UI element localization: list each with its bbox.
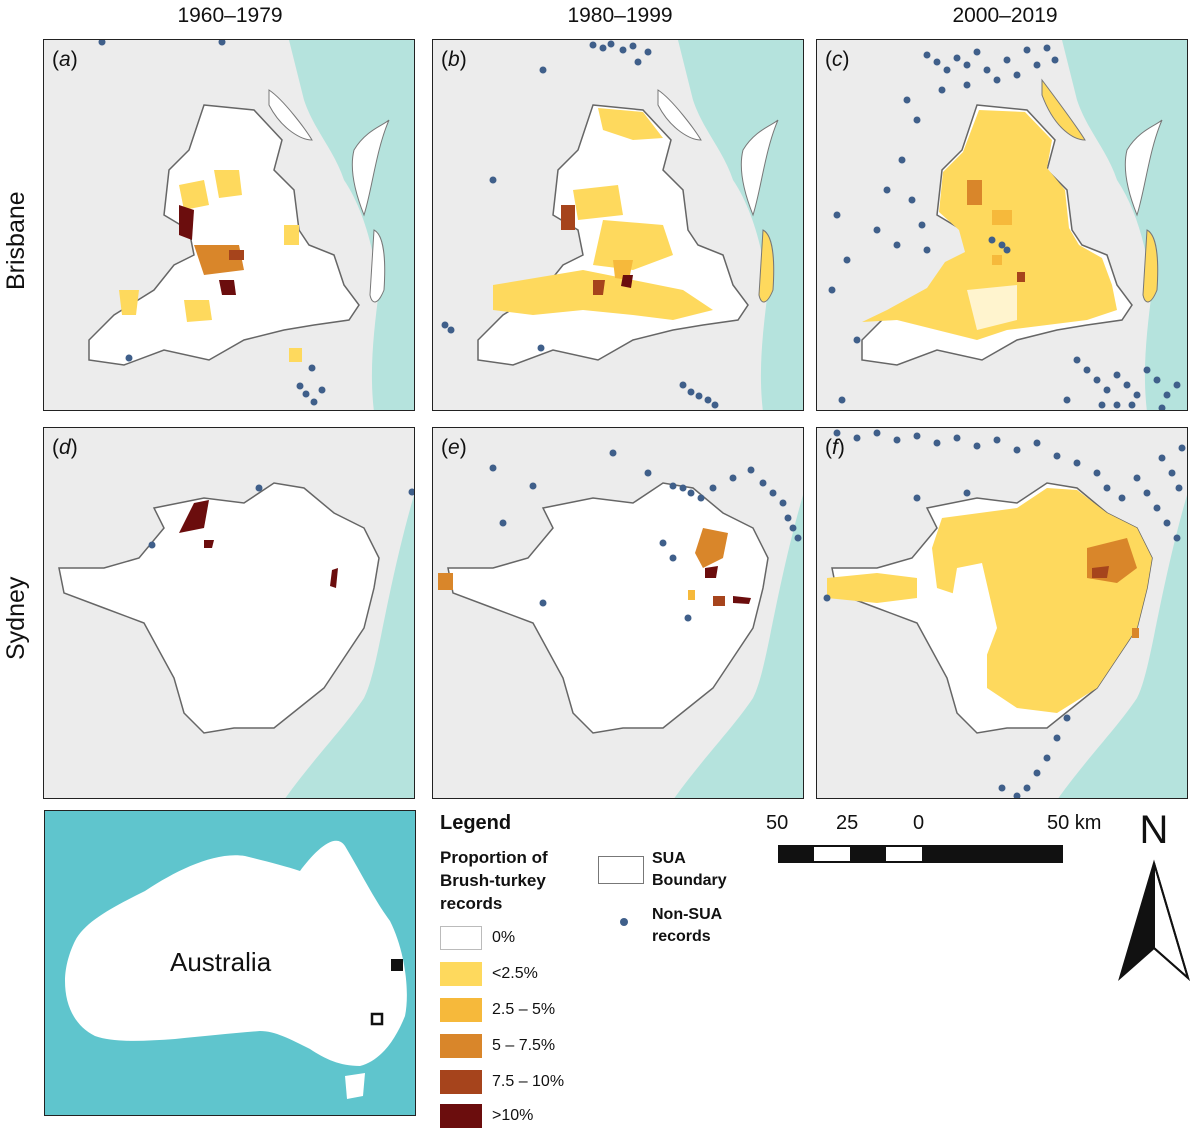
- legend-item-3: 5 – 7.5%: [440, 1034, 555, 1058]
- non-sua-record-swatch: [620, 918, 628, 926]
- legend-subtitle: Proportion of Brush-turkey records: [440, 848, 548, 913]
- legend-item-1: <2.5%: [440, 962, 538, 986]
- north-arrow-icon: [1118, 859, 1190, 982]
- column-header-2: 1980–1999: [567, 4, 673, 27]
- scale-label-50-left: 50: [766, 812, 789, 834]
- scale-label-25: 25: [836, 812, 859, 834]
- australia-landmass: [65, 840, 407, 1066]
- north-arrow: N: [1112, 808, 1196, 988]
- sua-boundary: [58, 482, 380, 734]
- panel-label-e: (e): [441, 436, 467, 459]
- legend-item-4: 7.5 – 10%: [440, 1070, 564, 1094]
- legend-title: Legend: [440, 812, 512, 834]
- australia-label: Australia: [170, 947, 272, 977]
- sua-boundary-swatch: [598, 856, 644, 884]
- panel-label-f: (f): [825, 436, 845, 459]
- row-header-sydney: Sydney: [2, 576, 30, 660]
- map-panel-a: (a): [43, 39, 415, 411]
- legend-item-0: 0%: [440, 926, 515, 950]
- column-header-3: 2000–2019: [952, 4, 1058, 27]
- map-panel-f: (f): [816, 427, 1188, 799]
- north-label: N: [1139, 808, 1169, 852]
- legend-item-2: 2.5 – 5%: [440, 998, 555, 1022]
- scale-label-50-km: 50 km: [1047, 812, 1102, 834]
- australia-inset-map: Australia: [44, 810, 416, 1116]
- sua-boundary: [447, 482, 769, 734]
- row-header-brisbane: Brisbane: [2, 191, 30, 290]
- map-panel-c: (c): [816, 39, 1188, 411]
- map-panel-b: (b): [432, 39, 804, 411]
- non-sua-record-label: Non-SUA records: [652, 906, 722, 945]
- scale-label-0: 0: [913, 812, 925, 834]
- sua-boundary-label: SUA Boundary: [652, 850, 727, 889]
- panel-label-a: (a): [52, 48, 78, 71]
- scale-bar: [778, 845, 1063, 863]
- sua-boundary: [88, 104, 360, 366]
- panel-label-c: (c): [825, 48, 850, 71]
- column-header-1: 1960–1979: [177, 4, 283, 27]
- legend-item-5: >10%: [440, 1104, 533, 1128]
- panel-label-b: (b): [441, 48, 467, 71]
- map-panel-d: (d): [43, 427, 415, 799]
- map-panel-e: (e): [432, 427, 804, 799]
- panel-label-d: (d): [52, 436, 78, 459]
